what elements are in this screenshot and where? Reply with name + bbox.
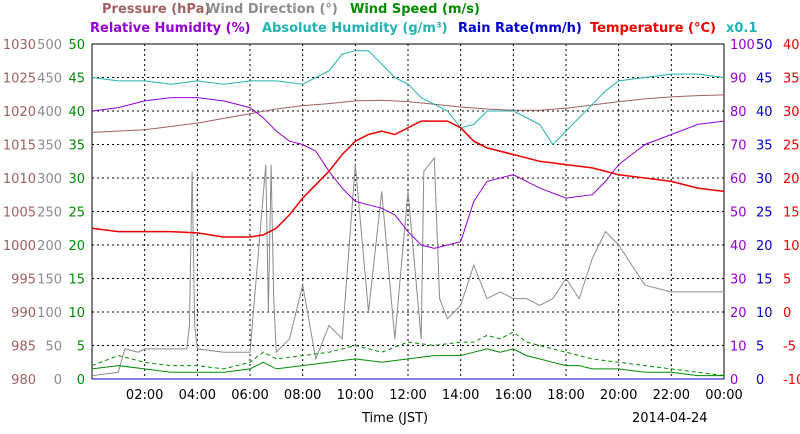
y-tick-wind-speed: 5 [77,340,85,355]
y-tick-relative-humidity: 40 [730,239,747,254]
y-tick-rain-rate: 10 [756,306,773,321]
y-tick-wind-direction: 0 [54,373,62,388]
y-tick-pressure: 995 [11,273,36,288]
x-tick-label: 10:00 [337,388,374,403]
y-tick-wind-speed: 15 [68,273,85,288]
y-tick-pressure: 1025 [3,72,36,87]
y-tick-rain-rate: 35 [756,139,773,154]
y-tick-relative-humidity: 50 [730,206,747,221]
series-temperature-c [91,120,725,238]
y-tick-wind-speed: 20 [68,239,85,254]
y-tick-rain-rate: 5 [756,340,764,355]
y-tick-rain-rate: 45 [756,72,773,87]
x-tick-label: 18:00 [547,388,584,403]
y-tick-temperature: 0 [783,306,791,321]
y-tick-pressure: 1005 [3,206,36,221]
legend-wind-speed: Wind Speed (m/s) [350,2,480,17]
y-tick-temperature: 40 [783,38,800,53]
x-tick-label: 00:00 [705,388,742,403]
legend-wind-direction: Wind Direction (°) [206,2,338,17]
x-tick-label: 20:00 [600,388,637,403]
series-wind-direction [91,156,724,377]
y-tick-pressure: 1000 [3,239,36,254]
y-tick-wind-speed: 30 [68,172,85,187]
y-tick-relative-humidity: 80 [730,105,747,120]
x-tick-label: 06:00 [231,388,268,403]
y-tick-wind-speed: 50 [68,38,85,53]
y-tick-wind-speed: 40 [68,105,85,120]
y-tick-temperature: 5 [783,273,791,288]
y-tick-wind-direction: 200 [37,239,62,254]
y-tick-temperature: 30 [783,105,800,120]
y-tick-relative-humidity: 100 [730,38,755,53]
y-tick-pressure: 1010 [3,172,36,187]
y-tick-pressure: 980 [11,373,36,388]
y-tick-wind-direction: 300 [37,172,62,187]
y-tick-wind-direction: 350 [37,139,62,154]
x-tick-label: 02:00 [126,388,163,403]
y-tick-wind-speed: 45 [68,72,85,87]
y-tick-pressure: 1030 [3,38,36,53]
axis-labels: 02:00 04:00 06:00 08:00 10:00 12:00 14:00 16:00… [3,38,800,403]
series-wind-gust-m-s [91,331,725,377]
x-axis-title: Time (JST) [361,411,428,426]
y-tick-rain-rate: 25 [756,206,773,221]
legend-absolute-humidity: Absolute Humidity (g/m³) [262,21,448,36]
y-tick-rain-rate: 20 [756,239,773,254]
y-tick-relative-humidity: 0 [730,373,738,388]
y-tick-pressure: 1020 [3,105,36,120]
x-tick-label: 12:00 [389,388,426,403]
y-tick-temperature: -10 [783,373,800,388]
y-tick-wind-direction: 500 [37,38,62,53]
y-tick-relative-humidity: 10 [730,340,747,355]
y-tick-pressure: 990 [11,306,36,321]
y-tick-relative-humidity: 70 [730,139,747,154]
y-tick-temperature: -5 [783,340,796,355]
y-tick-relative-humidity: 90 [730,72,747,87]
x-tick-label: 04:00 [179,388,216,403]
y-tick-rain-rate: 30 [756,172,773,187]
y-tick-pressure: 985 [11,340,36,355]
y-tick-wind-direction: 50 [45,340,62,355]
date-label: 2014-04-24 [632,411,708,426]
y-tick-temperature: 35 [783,72,800,87]
legend-relative-humidity: Relative Humidity (%) [90,21,251,36]
y-tick-temperature: 10 [783,239,800,254]
y-tick-rain-rate: 50 [756,38,773,53]
legend-rain-rate: Rain Rate(mm/h) [458,21,582,36]
y-tick-wind-direction: 100 [37,306,62,321]
y-tick-wind-speed: 10 [68,306,85,321]
y-tick-rain-rate: 40 [756,105,773,120]
series-wind-speed-m-s [91,348,724,377]
y-tick-wind-speed: 35 [68,139,85,154]
y-tick-temperature: 15 [783,206,800,221]
x-tick-label: 14:00 [442,388,479,403]
legend-x0.1: x0.1 [726,21,757,36]
series-layer [91,50,725,380]
plot-grid [92,44,724,379]
series-absolute-humidity-g-m [91,50,725,146]
y-tick-rain-rate: 15 [756,273,773,288]
y-tick-temperature: 20 [783,172,800,187]
y-tick-wind-direction: 450 [37,72,62,87]
x-tick-label: 16:00 [495,388,532,403]
y-tick-relative-humidity: 20 [730,306,747,321]
y-tick-wind-speed: 0 [77,373,85,388]
y-tick-wind-speed: 25 [68,206,85,221]
x-tick-label: 22:00 [653,388,690,403]
y-tick-relative-humidity: 30 [730,273,747,288]
y-tick-temperature: 25 [783,139,800,154]
y-tick-wind-direction: 250 [37,206,62,221]
y-tick-relative-humidity: 60 [730,172,747,187]
legend-temperature: Temperature (°C) [590,21,716,36]
y-tick-wind-direction: 400 [37,105,62,120]
legend-pressure: Pressure (hPa) [102,2,210,17]
y-tick-pressure: 1015 [3,139,36,154]
y-tick-rain-rate: 0 [756,373,764,388]
series-relative-humidity [91,97,725,249]
x-tick-label: 08:00 [284,388,321,403]
y-tick-wind-direction: 150 [37,273,62,288]
